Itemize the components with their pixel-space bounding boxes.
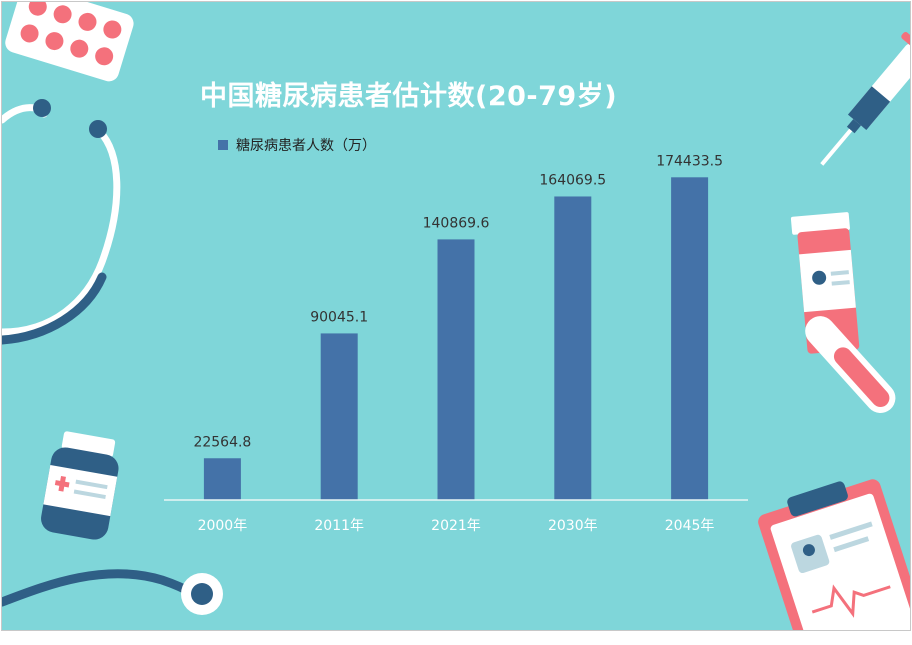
x-tick-label-0: 2000年 [198, 518, 248, 534]
chart-canvas: 22564.8 90045.1 140869.6 164069.5 174433.5 2… [1, 1, 911, 631]
legend: 糖尿病患者人数（万） [218, 135, 376, 155]
test-tube-icon [805, 316, 896, 414]
data-label-1: 90045.1 [310, 309, 368, 325]
data-labels-group: 22564.8 90045.1 140869.6 164069.5 174433.5 [193, 153, 723, 450]
x-tick-label-1: 2011年 [314, 518, 364, 534]
bar-4 [671, 177, 709, 500]
stethoscope-bottom-icon [2, 569, 223, 615]
chart-title: 中国糖尿病患者估计数(20-79岁) [200, 81, 618, 112]
data-label-2: 140869.6 [423, 215, 490, 231]
bar-plot: 22564.8 90045.1 140869.6 164069.5 174433.5 2… [164, 153, 748, 534]
syringe-icon [820, 32, 910, 166]
bar-0 [203, 458, 241, 500]
pill-blister-icon [5, 2, 134, 82]
legend-label: 糖尿病患者人数（万） [236, 138, 376, 154]
data-label-3: 164069.5 [539, 172, 606, 188]
bars-group [203, 177, 709, 500]
medicine-bottle-icon [41, 431, 119, 540]
x-tick-label-3: 2030年 [548, 518, 598, 534]
data-label-0: 22564.8 [193, 434, 251, 450]
x-tick-label-2: 2021年 [431, 518, 481, 534]
bar-2 [437, 239, 475, 500]
stethoscope-icon [2, 99, 121, 345]
x-tick-label-4: 2045年 [665, 518, 715, 534]
clipboard-icon [758, 479, 910, 630]
legend-swatch [218, 140, 228, 150]
decorations-layer [2, 2, 910, 630]
data-label-4: 174433.5 [656, 153, 723, 169]
x-tick-labels-group: 2000年 2011年 2021年 2030年 2045年 [198, 518, 715, 534]
bar-1 [320, 333, 358, 500]
bar-3 [554, 196, 592, 500]
